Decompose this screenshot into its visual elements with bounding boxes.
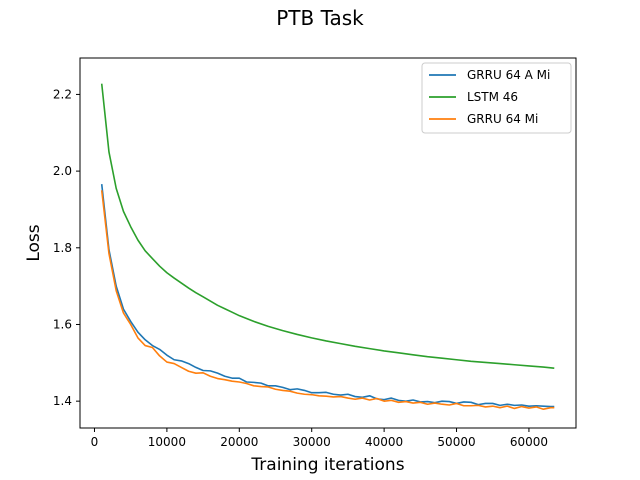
y-tick-label: 1.8 xyxy=(53,241,72,255)
x-tick-label: 40000 xyxy=(365,435,403,449)
plot-frame xyxy=(79,57,577,429)
legend: GRRU 64 A Mi LSTM 46 GRRU 64 Mi xyxy=(421,62,572,134)
plot-lines xyxy=(100,83,555,411)
chart-title: PTB Task xyxy=(276,6,364,30)
x-tick-label: 50000 xyxy=(437,435,475,449)
legend-box xyxy=(421,62,572,134)
series-line-2 xyxy=(100,190,555,411)
x-tick-label: 30000 xyxy=(293,435,331,449)
legend-label-2: GRRU 64 Mi xyxy=(467,112,538,126)
series-line-0 xyxy=(100,184,555,408)
y-tick-label: 2.2 xyxy=(53,87,72,101)
x-axis-title: Training iterations xyxy=(250,455,404,475)
legend-label-0: GRRU 64 A Mi xyxy=(467,68,550,82)
y-tick-label: 1.6 xyxy=(53,317,72,331)
y-tick-label: 1.4 xyxy=(53,394,72,408)
y-axis: 1.4 1.6 1.8 2.0 2.2 xyxy=(53,87,80,408)
legend-label-1: LSTM 46 xyxy=(467,90,518,104)
x-tick-label: 60000 xyxy=(510,435,548,449)
x-tick-label: 0 xyxy=(91,435,99,449)
series-line-1 xyxy=(100,83,555,369)
x-tick-label: 20000 xyxy=(220,435,258,449)
x-tick-label: 10000 xyxy=(148,435,186,449)
y-tick-label: 2.0 xyxy=(53,164,72,178)
x-axis: 0 10000 20000 30000 40000 50000 60000 xyxy=(91,428,548,449)
y-axis-title: Loss xyxy=(24,224,44,261)
